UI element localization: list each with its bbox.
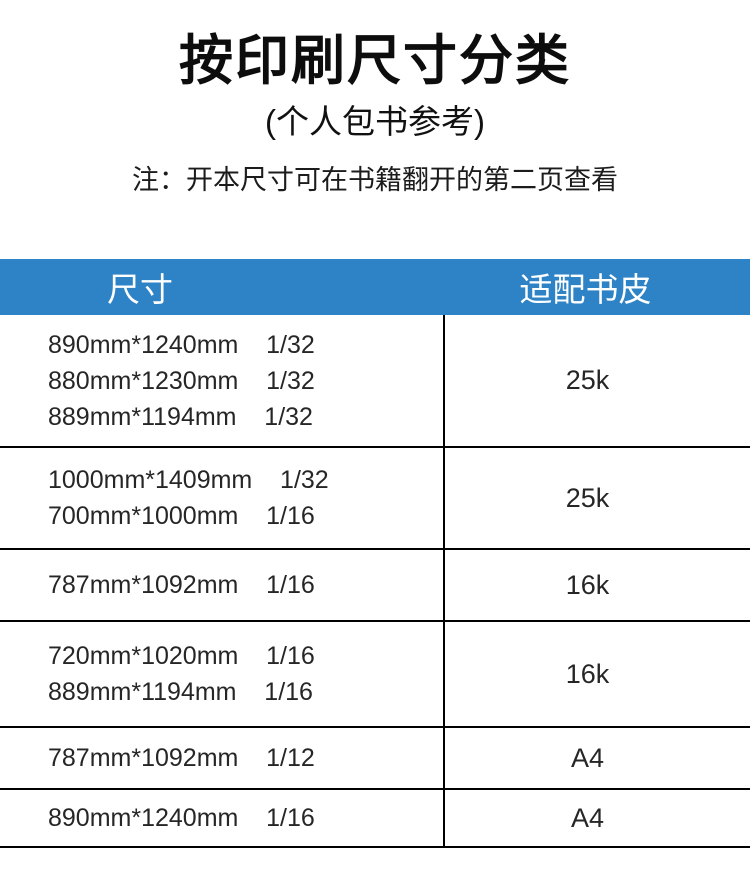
- size-cell: 890mm*1240mm 1/16: [0, 790, 443, 846]
- table-row: 1000mm*1409mm 1/32 700mm*1000mm 1/16 25k: [0, 448, 750, 550]
- size-line: 720mm*1020mm 1/16: [48, 642, 315, 670]
- size-line: 880mm*1230mm 1/32: [48, 366, 315, 395]
- size-line: 890mm*1240mm 1/16: [48, 804, 315, 832]
- size-line: 700mm*1000mm 1/16: [48, 502, 315, 530]
- size-table: 尺寸 适配书皮 890mm*1240mm 1/32 880mm*1230mm 1…: [0, 259, 750, 848]
- cover-cell: A4: [443, 728, 750, 788]
- table-row: 720mm*1020mm 1/16 889mm*1194mm 1/16 16k: [0, 622, 750, 728]
- size-line: 1000mm*1409mm 1/32: [48, 466, 329, 494]
- cover-value: 25k: [565, 482, 610, 513]
- table-row: 890mm*1240mm 1/32 880mm*1230mm 1/32 889m…: [0, 315, 750, 448]
- cover-value: 16k: [565, 569, 610, 600]
- size-cell: 720mm*1020mm 1/16 889mm*1194mm 1/16: [0, 622, 443, 726]
- size-line: 890mm*1240mm 1/32: [48, 330, 315, 359]
- column-header-size: 尺寸: [107, 271, 173, 308]
- table-row: 890mm*1240mm 1/16 A4: [0, 790, 750, 848]
- cover-value: A4: [570, 742, 605, 773]
- cover-cell: 16k: [443, 550, 750, 620]
- column-header-cover: 适配书皮: [519, 271, 652, 308]
- size-cell: 890mm*1240mm 1/32 880mm*1230mm 1/32 889m…: [0, 315, 443, 446]
- cover-cell: A4: [443, 790, 750, 846]
- table-row: 787mm*1092mm 1/16 16k: [0, 550, 750, 622]
- table-header-bar: 尺寸 适配书皮: [0, 259, 750, 315]
- size-cell: 1000mm*1409mm 1/32 700mm*1000mm 1/16: [0, 448, 443, 548]
- cover-cell: 25k: [443, 315, 750, 446]
- size-cell: 787mm*1092mm 1/16: [0, 550, 443, 620]
- size-cell: 787mm*1092mm 1/12: [0, 728, 443, 788]
- size-line: 787mm*1092mm 1/12: [48, 744, 315, 772]
- size-line: 889mm*1194mm 1/32: [48, 402, 313, 431]
- page-note: 注：开本尺寸可在书籍翻开的第二页查看: [132, 165, 618, 195]
- page-title: 按印刷尺寸分类: [179, 31, 571, 91]
- size-line: 889mm*1194mm 1/16: [48, 678, 313, 706]
- cover-value: 25k: [565, 365, 610, 395]
- cover-value: A4: [570, 802, 605, 833]
- heading-block: 按印刷尺寸分类 (个人包书参考) 注：开本尺寸可在书籍翻开的第二页查看: [0, 0, 750, 259]
- page-subtitle: (个人包书参考): [265, 103, 485, 140]
- cover-cell: 16k: [443, 622, 750, 726]
- size-line: 787mm*1092mm 1/16: [48, 571, 315, 599]
- table-row: 787mm*1092mm 1/12 A4: [0, 728, 750, 790]
- cover-value: 16k: [565, 658, 610, 689]
- cover-cell: 25k: [443, 448, 750, 548]
